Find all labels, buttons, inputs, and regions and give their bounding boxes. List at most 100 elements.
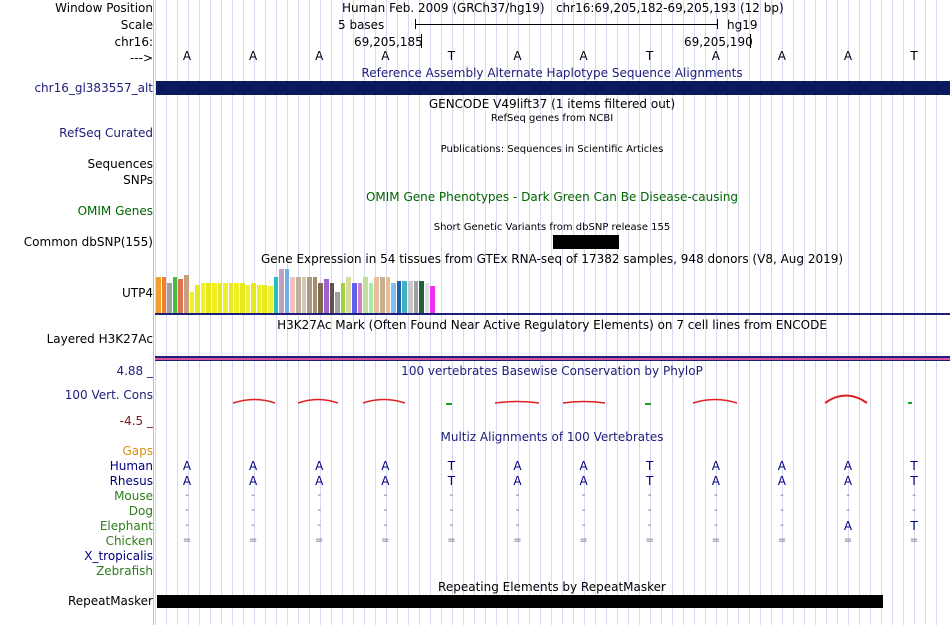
refseq-title[interactable]: RefSeq genes from NCBI [490,113,614,124]
multiz-base: - [185,520,189,531]
gtex-tissue-bar[interactable] [385,276,391,313]
omim-title[interactable]: OMIM Gene Phenotypes - Dark Green Can Be… [365,190,739,204]
phylop-title[interactable]: 100 vertebrates Basewise Conservation by… [401,364,703,378]
gtex-tissue-bar[interactable] [352,282,357,313]
multiz-gaps-label[interactable]: Gaps [122,444,153,458]
multiz-species-label[interactable]: Chicken [105,534,153,548]
h3k27ac-label[interactable]: Layered H3K27Ac [46,332,153,346]
repeatmasker-title[interactable]: Repeating Elements by RepeatMasker [438,580,666,594]
gtex-tissue-bar[interactable] [245,284,251,313]
gtex-tissue-bar[interactable] [363,276,368,313]
gtex-tissue-bar[interactable] [374,276,379,313]
omim-label[interactable]: OMIM Genes [77,204,153,218]
base-letter: A [513,49,522,63]
gtex-tissue-bar[interactable] [256,284,262,313]
gtex-tissue-bar[interactable] [301,276,307,313]
multiz-base: - [515,490,520,501]
gtex-tissue-bar[interactable] [312,276,318,313]
gtex-tissue-bar[interactable] [307,276,312,313]
gtex-tissue-bar[interactable] [156,276,161,313]
gtex-title[interactable]: Gene Expression in 54 tissues from GTEx … [260,252,844,266]
phylop-label[interactable]: 100 Vert. Cons [64,388,153,402]
gtex-label[interactable]: UTP4 [122,286,153,300]
gtex-tissue-bar[interactable] [396,280,402,313]
gtex-tissue-bar[interactable] [251,282,256,313]
grid-line [540,0,541,625]
multiz-base: = [314,535,324,546]
multiz-base: A [777,474,786,488]
gtex-tissue-bar[interactable] [228,282,234,313]
gtex-tissue-bar[interactable] [424,282,430,313]
gtex-tissue-bar[interactable] [324,278,329,313]
multiz-species-label[interactable]: Dog [128,504,153,518]
multiz-base: = [447,535,456,546]
repeatmasker-label[interactable]: RepeatMasker [67,594,153,608]
gtex-tissue-bar[interactable] [340,282,346,313]
gtex-tissue-bar[interactable] [161,276,167,313]
gtex-tissue-bar[interactable] [167,282,172,313]
publications-title[interactable]: Publications: Sequences in Scientific Ar… [440,144,664,155]
gtex-tissue-bar[interactable] [318,282,323,313]
multiz-species-label[interactable]: Mouse [114,489,153,503]
gtex-tissue-bar[interactable] [234,282,239,313]
gtex-tissue-bar[interactable] [346,276,351,313]
gtex-tissue-bar[interactable] [212,282,217,313]
grid-line [837,0,838,625]
gtex-tissue-bar[interactable] [240,282,245,313]
gtex-tissue-bar[interactable] [184,275,189,313]
multiz-title[interactable]: Multiz Alignments of 100 Vertebrates [440,430,664,444]
gtex-tissue-bar[interactable] [329,282,335,313]
gtex-tissue-bar[interactable] [296,276,301,313]
gtex-tissue-bar[interactable] [172,276,178,313]
dbsnp-title[interactable]: Short Genetic Variants from dbSNP releas… [433,222,671,233]
alt-haplotype-bar[interactable] [156,81,950,95]
multiz-species-label[interactable]: Human [109,459,153,473]
refseq-label[interactable]: RefSeq Curated [59,126,153,140]
gtex-tissue-bar[interactable] [380,276,385,313]
gtex-tissue-bar[interactable] [195,284,200,313]
gtex-tissue-bar[interactable] [217,282,223,313]
dbsnp-label[interactable]: Common dbSNP(155) [23,235,153,249]
gtex-tissue-bar[interactable] [430,286,435,313]
gtex-tissue-bar[interactable] [206,282,211,313]
gtex-tissue-bar[interactable] [335,292,340,313]
gtex-tissue-bar[interactable] [290,276,295,313]
multiz-base: - [647,505,652,516]
gtex-tissue-bar[interactable] [279,269,284,313]
gtex-tissue-bar[interactable] [178,278,183,313]
gtex-tissue-bar[interactable] [262,284,267,313]
publications-label-snps[interactable]: SNPs [123,173,153,187]
multiz-species-label[interactable]: Elephant [99,519,153,533]
alt-haplotype-label[interactable]: chr16_gl383557_alt [34,81,153,95]
grid-line [738,0,739,625]
multiz-species-label[interactable]: X_tropicalis [84,549,153,563]
alt-haplotype-title[interactable]: Reference Assembly Alternate Haplotype S… [361,66,743,80]
phylop-graph[interactable] [155,390,950,406]
multiz-base: - [846,490,850,501]
multiz-base: = [909,535,919,546]
gtex-tissue-bar[interactable] [273,276,279,313]
h3k27ac-title[interactable]: H3K27Ac Mark (Often Found Near Active Re… [277,318,827,332]
multiz-species-label[interactable]: Rhesus [109,474,153,488]
gtex-tissue-bar[interactable] [357,282,363,313]
gtex-tissue-bar[interactable] [284,269,290,313]
repeatmasker-bar[interactable] [157,595,883,608]
label-divider [153,0,154,625]
gencode-title[interactable]: GENCODE V49lift37 (1 items filtered out) [428,97,676,111]
dbsnp-variant-bar[interactable] [553,235,619,249]
gtex-tissue-bar[interactable] [223,282,228,313]
gtex-tissue-bar[interactable] [268,286,273,313]
multiz-species-label[interactable]: Zebrafish [96,564,153,578]
gtex-tissue-bar[interactable] [391,282,396,313]
gtex-tissue-bar[interactable] [200,282,206,313]
gtex-tissue-bar[interactable] [402,280,407,313]
gtex-tissue-bar[interactable] [408,280,413,313]
gtex-tissue-bar[interactable] [419,280,424,313]
gtex-tissue-bar[interactable] [413,280,419,313]
scale-bar [415,17,718,31]
gtex-tissue-bar[interactable] [189,292,195,313]
publications-label-sequences[interactable]: Sequences [87,157,153,171]
multiz-base: = [645,535,654,546]
gtex-tissue-bar[interactable] [368,282,374,313]
grid-line [683,0,684,625]
